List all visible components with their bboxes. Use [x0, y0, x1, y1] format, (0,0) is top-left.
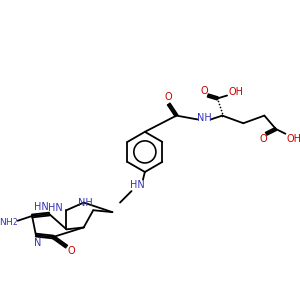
- Text: O: O: [165, 92, 172, 102]
- Text: OH: OH: [228, 87, 243, 97]
- Text: HN: HN: [34, 202, 49, 212]
- Text: N: N: [0, 218, 6, 227]
- Text: HN: HN: [130, 180, 145, 190]
- Text: NH: NH: [78, 198, 93, 208]
- Text: HN: HN: [48, 203, 62, 213]
- Text: O: O: [68, 246, 75, 256]
- Text: OH: OH: [286, 134, 300, 143]
- Text: 2: 2: [13, 218, 17, 227]
- Text: NH: NH: [197, 113, 212, 124]
- Text: O: O: [260, 134, 267, 145]
- Text: N: N: [34, 238, 41, 248]
- Text: H: H: [5, 218, 11, 227]
- Text: O: O: [200, 86, 208, 96]
